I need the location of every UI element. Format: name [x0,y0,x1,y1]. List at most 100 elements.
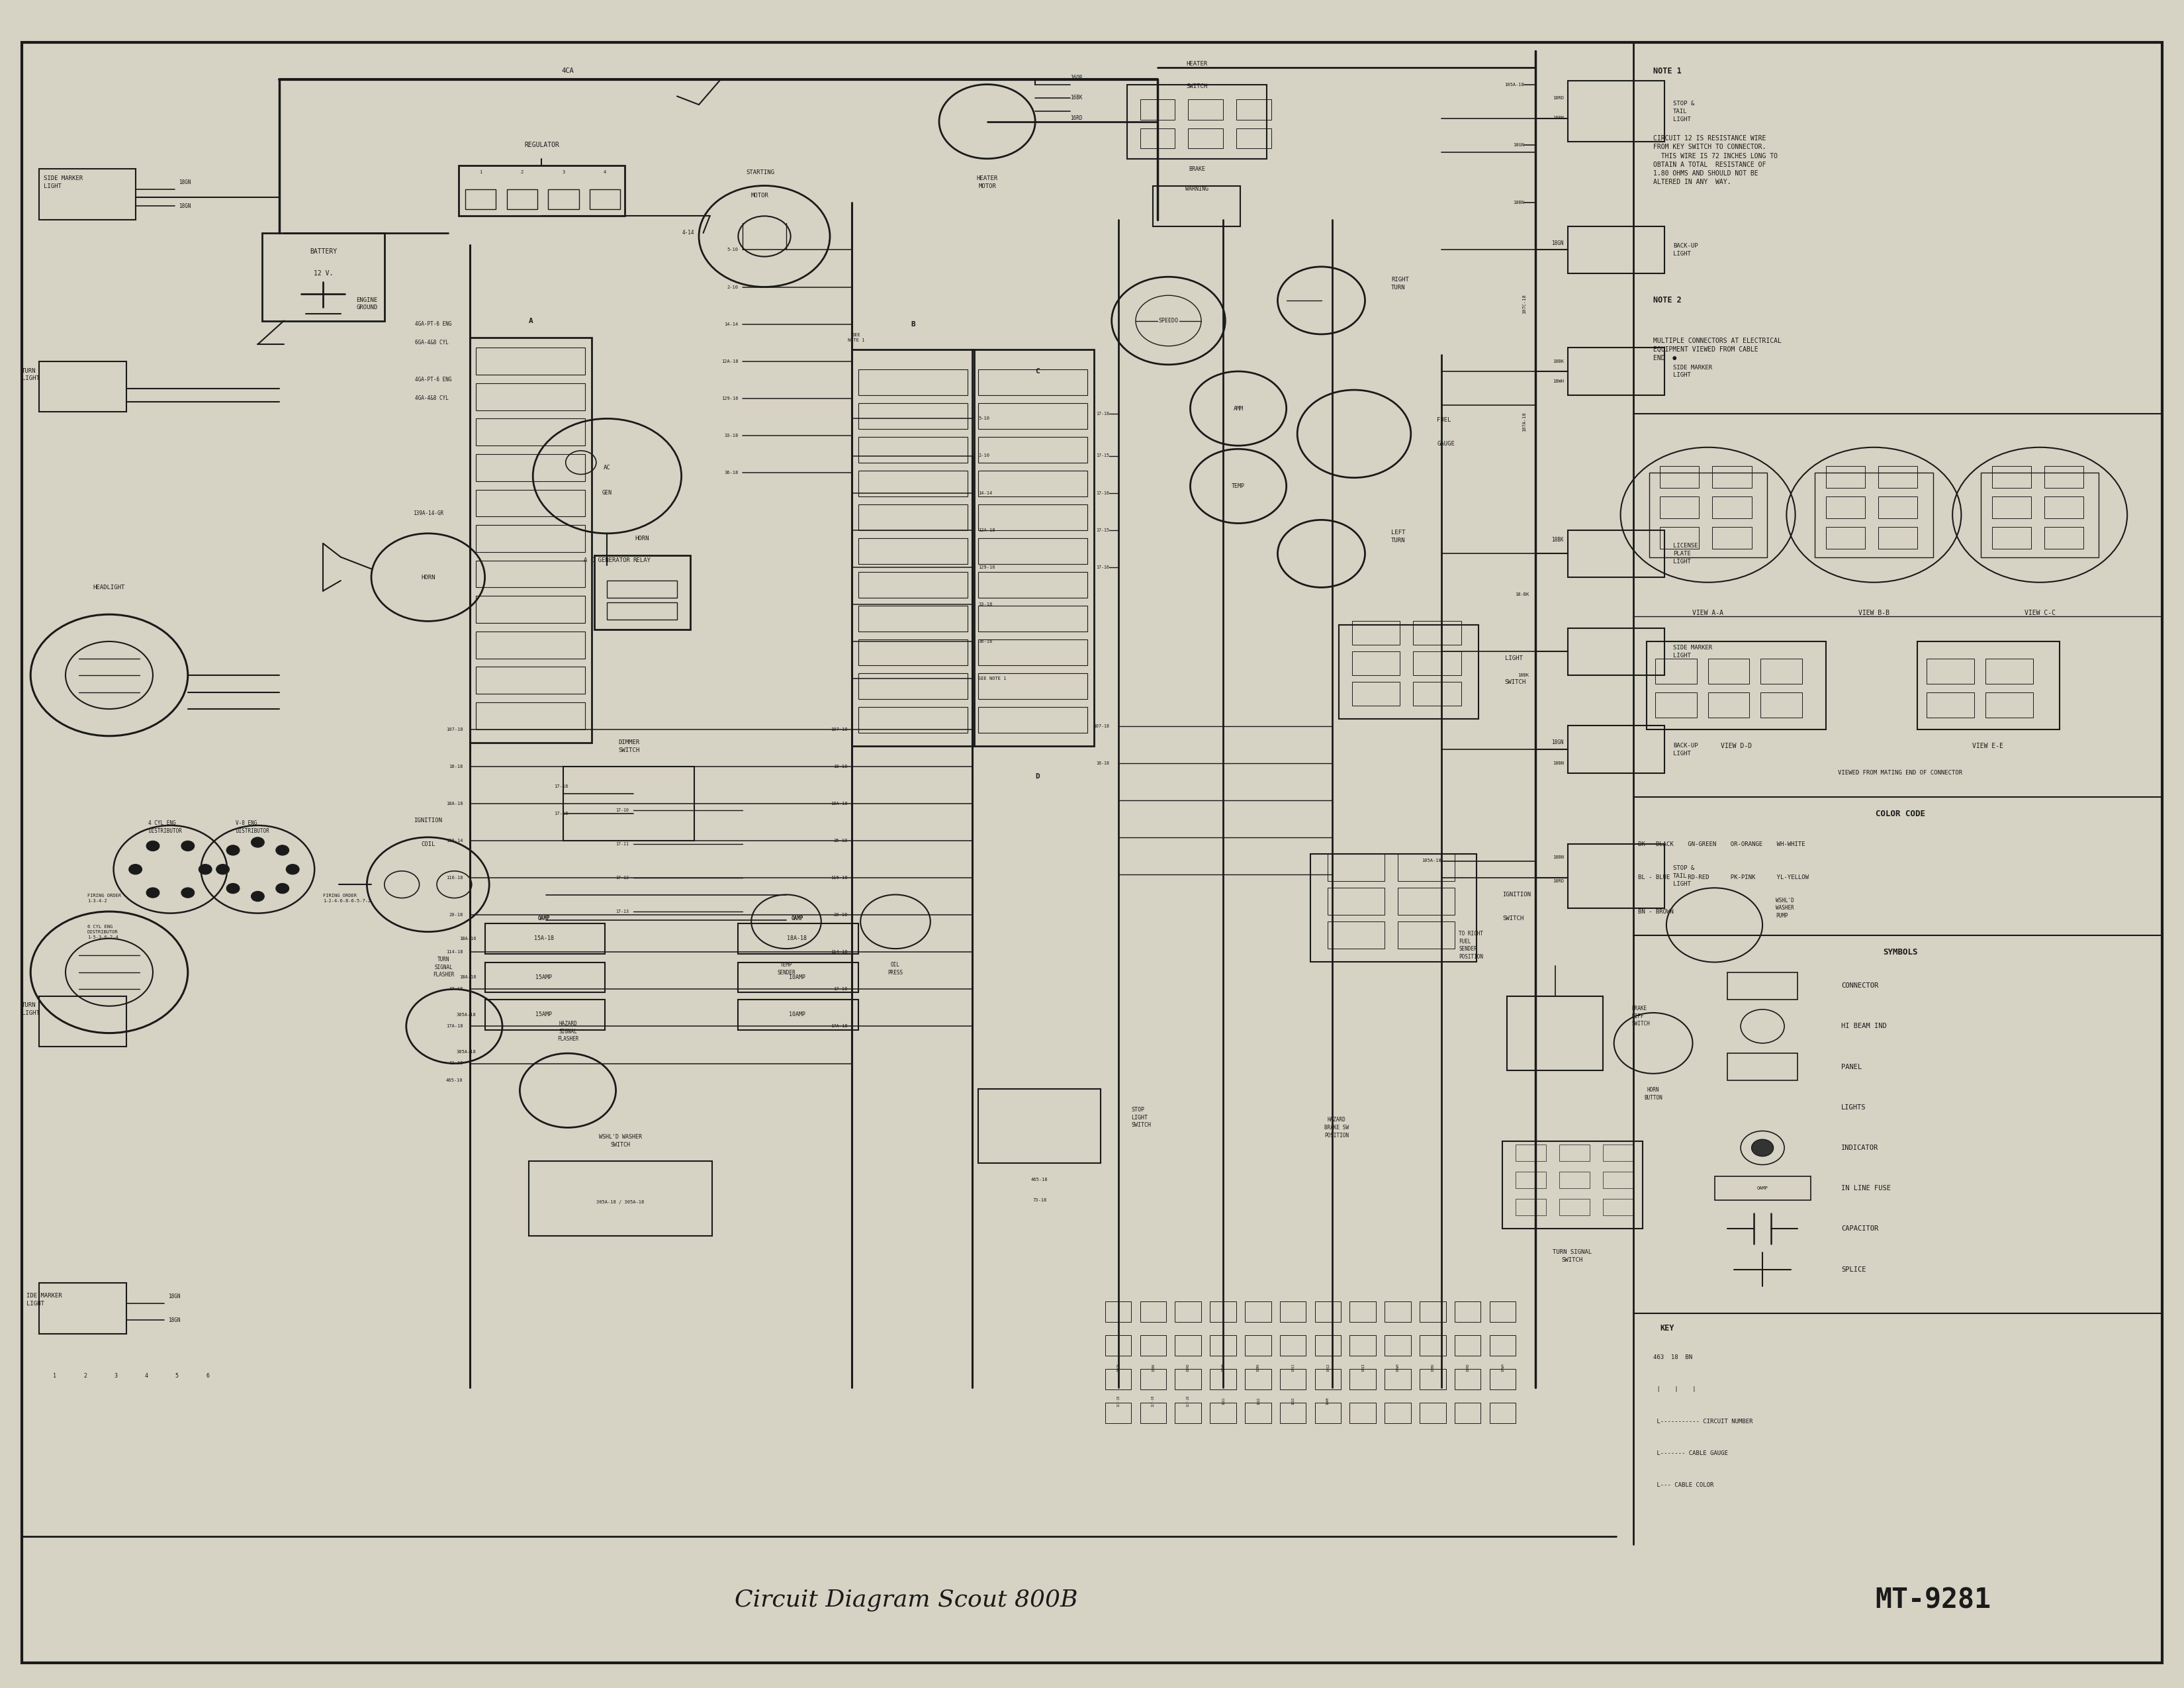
Text: STOP &
TAIL
LIGHT: STOP & TAIL LIGHT [1673,101,1695,122]
Text: 107-18: 107-18 [1094,724,1109,728]
Circle shape [146,841,159,851]
Text: 1: 1 [52,1372,57,1379]
Text: BATTERY: BATTERY [310,248,336,255]
Text: 12A-18: 12A-18 [721,360,738,363]
Text: 2-10: 2-10 [978,454,989,457]
Text: 16OR: 16OR [1070,74,1083,81]
Text: B: B [911,321,915,327]
Text: 107-18: 107-18 [830,728,847,731]
Text: LIGHT: LIGHT [1505,655,1522,662]
Text: 15A-18: 15A-18 [533,935,555,942]
Text: 36-18: 36-18 [978,640,992,643]
Text: 18WH: 18WH [1221,1364,1225,1371]
Text: 5: 5 [175,1372,179,1379]
Text: 18BN: 18BN [1553,856,1564,859]
Text: 105A-18: 105A-18 [1422,859,1441,863]
Text: 18GN: 18GN [168,1293,181,1300]
Text: 17-16: 17-16 [1096,565,1109,569]
Text: 18Q3: 18Q3 [1361,1364,1365,1371]
Text: 4CA: 4CA [561,68,574,74]
Text: 4: 4 [144,1372,149,1379]
Circle shape [286,864,299,874]
Circle shape [251,891,264,901]
Text: 5-10: 5-10 [978,417,989,420]
Text: CIRCUIT 12 IS RESISTANCE WIRE
FROM KEY SWITCH TO CONNECTOR.
  THIS WIRE IS 72 IN: CIRCUIT 12 IS RESISTANCE WIRE FROM KEY S… [1653,135,1778,186]
Text: BACK-UP
LIGHT: BACK-UP LIGHT [1673,243,1697,257]
Text: Circuit Diagram Scout 800B: Circuit Diagram Scout 800B [734,1588,1079,1612]
Text: 17-16: 17-16 [1096,491,1109,495]
Text: GEN: GEN [603,490,612,496]
Text: OAMP: OAMP [1756,1187,1769,1190]
Circle shape [216,864,229,874]
Text: SEE
NOTE 1: SEE NOTE 1 [847,333,865,343]
Text: FUEL: FUEL [1437,417,1452,424]
Text: 10AMP: 10AMP [788,1011,806,1018]
Text: FIRING ORDER
1-3-4-2: FIRING ORDER 1-3-4-2 [87,893,120,903]
Text: HEADLIGHT: HEADLIGHT [94,584,124,591]
Text: 18BN: 18BN [1553,116,1564,120]
Text: 18BK: 18BK [1256,1364,1260,1371]
Text: 18GN: 18GN [1514,143,1524,147]
Text: 117-18: 117-18 [1151,1396,1155,1406]
Text: PANEL: PANEL [1841,1063,1861,1070]
Text: 15AMP: 15AMP [535,1011,553,1018]
Text: REGULATOR: REGULATOR [524,142,559,149]
Text: IGNITION: IGNITION [413,817,443,824]
Text: LICENSE
PLATE
LIGHT: LICENSE PLATE LIGHT [1673,544,1697,564]
Circle shape [227,846,240,856]
Text: 36-18: 36-18 [725,471,738,474]
Text: 3: 3 [561,170,566,174]
Text: SWITCH: SWITCH [1503,915,1524,922]
Text: OAMP: OAMP [791,915,804,922]
Text: 17A-18: 17A-18 [446,1025,463,1028]
Text: MULTIPLE CONNECTORS AT ELECTRICAL
EQUIPMENT VIEWED FROM CABLE
END  ●: MULTIPLE CONNECTORS AT ELECTRICAL EQUIPM… [1653,338,1782,361]
Text: KEY: KEY [1660,1323,1673,1334]
Text: 18GN: 18GN [1551,739,1564,746]
Text: 18Q3: 18Q3 [1291,1398,1295,1404]
Text: 4GA-4&8 CYL: 4GA-4&8 CYL [415,395,448,402]
Circle shape [275,883,288,893]
Text: 6 CYL ENG
DISTRIBUTOR
1-5-3-6-2-4: 6 CYL ENG DISTRIBUTOR 1-5-3-6-2-4 [87,925,118,939]
Text: 25-18: 25-18 [834,839,847,842]
Text: SIDE MARKER
LIGHT: SIDE MARKER LIGHT [1673,365,1712,378]
Text: HORN
BUTTON: HORN BUTTON [1645,1087,1662,1101]
Text: AC: AC [603,464,612,471]
Text: BK - BLACK    GN-GREEN    OR-ORANGE    WH-WHITE: BK - BLACK GN-GREEN OR-ORANGE WH-WHITE [1638,841,1806,847]
Text: IGNITION: IGNITION [1503,891,1531,898]
Text: BRAKE: BRAKE [1188,165,1206,172]
Text: 107C-18: 107C-18 [1522,294,1527,314]
Text: BL - BLUE     RD-RED      PK-PINK      YL-YELLOW: BL - BLUE RD-RED PK-PINK YL-YELLOW [1638,874,1808,881]
Text: 18-18: 18-18 [834,765,847,768]
Circle shape [181,888,194,898]
Text: 18-18: 18-18 [450,765,463,768]
Text: 107A-18: 107A-18 [1522,412,1527,432]
Text: 4GA-PT-6 ENG: 4GA-PT-6 ENG [415,321,452,327]
Text: 17-18: 17-18 [450,987,463,991]
Text: HAZARD
BRAKE SW
POSITION: HAZARD BRAKE SW POSITION [1324,1117,1350,1138]
Text: 18RD: 18RD [1465,1364,1470,1371]
Text: WSHL'D
WASHER
PUMP: WSHL'D WASHER PUMP [1776,898,1793,918]
Text: 18A-18: 18A-18 [446,802,463,805]
Text: 12A-18: 12A-18 [978,528,996,532]
Circle shape [1752,1139,1773,1156]
Text: 17-10: 17-10 [616,809,629,812]
Text: VIEW C-C: VIEW C-C [2025,609,2055,616]
Text: BACK-UP
LIGHT: BACK-UP LIGHT [1673,743,1697,756]
Text: ENGINE
GROUND: ENGINE GROUND [356,297,378,311]
Text: 18-BK: 18-BK [1516,592,1529,596]
Text: 3: 3 [114,1372,118,1379]
Text: BN - BROWN: BN - BROWN [1638,908,1673,915]
Circle shape [129,864,142,874]
Text: 18WH: 18WH [1326,1398,1330,1404]
Text: 129-16: 129-16 [978,565,996,569]
Text: 6: 6 [205,1372,210,1379]
Text: 20-18: 20-18 [834,913,847,917]
Text: OIL
PRESS: OIL PRESS [887,962,904,976]
Text: 5-10: 5-10 [727,248,738,252]
Text: LEFT
TURN: LEFT TURN [1391,530,1406,544]
Text: 18Q2: 18Q2 [1256,1398,1260,1404]
Text: LIGHTS: LIGHTS [1841,1104,1865,1111]
Text: 129-16: 129-16 [721,397,738,400]
Text: 18GN: 18GN [1116,1364,1120,1371]
Text: 17-15: 17-15 [1096,454,1109,457]
